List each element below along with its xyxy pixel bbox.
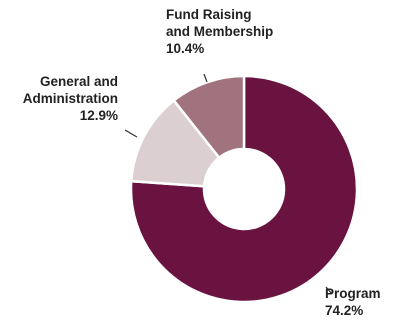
slice-value-label: 74.2% [325, 303, 363, 318]
slice-category-label: Fund Raising [166, 7, 252, 22]
slice-value-label: 12.9% [80, 108, 118, 123]
slice-category-label: Administration [23, 91, 118, 106]
slice-leader-line [124, 129, 138, 138]
donut-slice [172, 74, 246, 160]
slice-category-label: General and [40, 74, 118, 89]
slice-category-label: and Membership [166, 24, 273, 39]
slice-value-label: 10.4% [166, 41, 204, 56]
slice-leader-line [203, 73, 208, 83]
donut-slice [129, 74, 359, 304]
slice-leader-line [325, 286, 333, 295]
slice-category-label: Program [325, 286, 381, 301]
